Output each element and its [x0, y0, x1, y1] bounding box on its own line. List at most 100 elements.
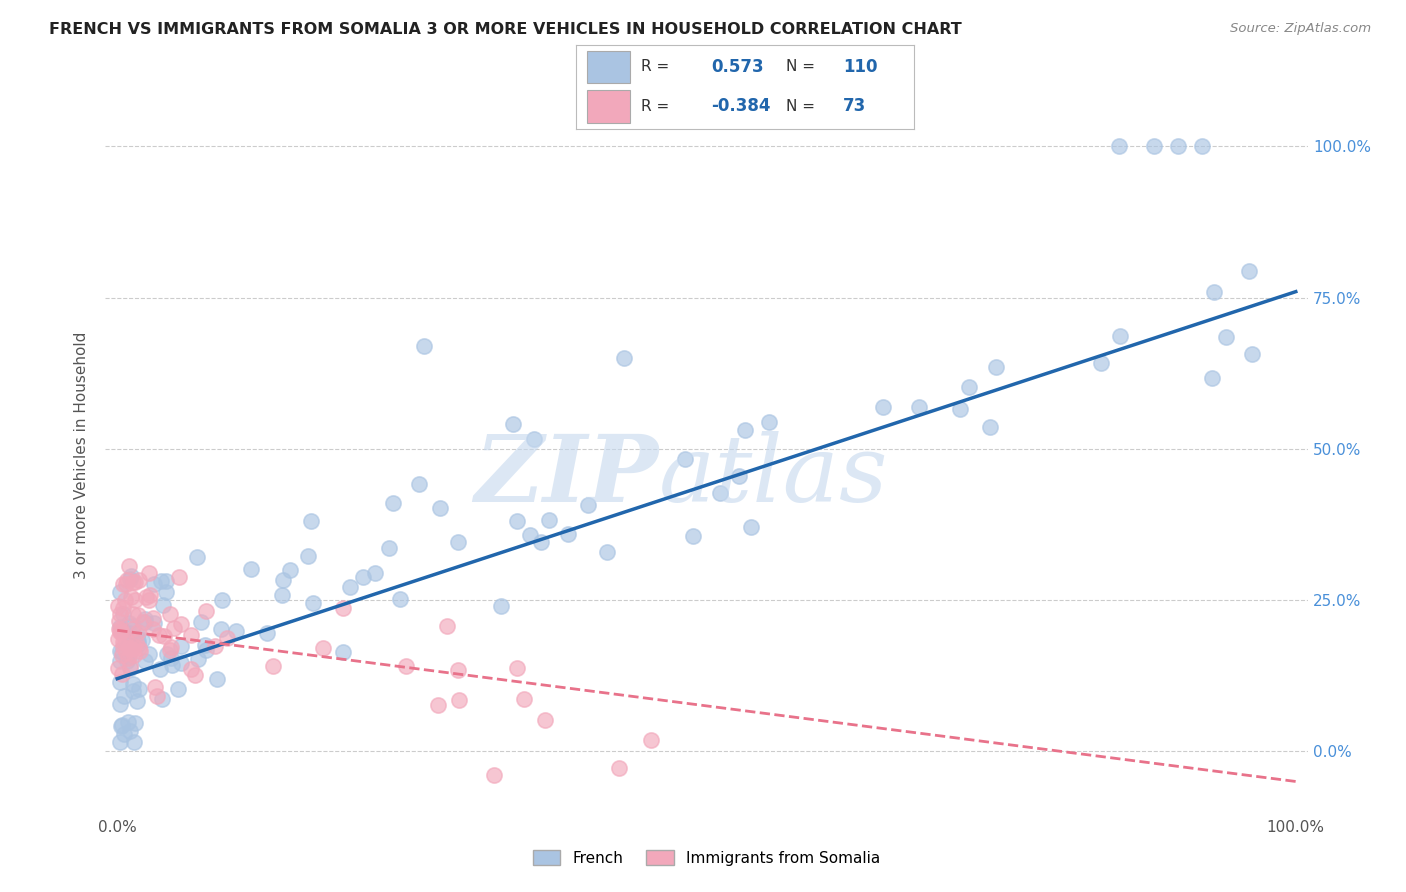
- Point: [412, 339, 434, 353]
- Point: [110, 719, 132, 733]
- Text: N =: N =: [786, 59, 814, 74]
- Point: [107, 661, 129, 675]
- Point: [111, 607, 134, 622]
- Point: [709, 485, 731, 500]
- Point: [155, 574, 177, 588]
- Point: [122, 607, 145, 622]
- Point: [115, 573, 138, 587]
- Text: 110: 110: [844, 58, 877, 76]
- Point: [118, 723, 141, 738]
- Point: [523, 432, 546, 446]
- Point: [117, 714, 139, 729]
- Point: [673, 451, 696, 466]
- Point: [145, 681, 167, 695]
- Point: [142, 577, 165, 591]
- Text: ZIP: ZIP: [474, 432, 658, 521]
- Point: [394, 659, 416, 673]
- Point: [145, 689, 167, 703]
- Point: [110, 623, 132, 637]
- Point: [519, 528, 541, 542]
- Point: [377, 541, 399, 556]
- Point: [187, 652, 209, 666]
- Point: [135, 591, 157, 605]
- Point: [180, 662, 202, 676]
- Point: [132, 615, 155, 629]
- Point: [112, 623, 135, 637]
- Point: [127, 637, 149, 651]
- Point: [127, 633, 149, 648]
- Point: [332, 601, 354, 615]
- Point: [502, 417, 524, 431]
- Point: [204, 639, 226, 653]
- Text: FRENCH VS IMMIGRANTS FROM SOMALIA 3 OR MORE VEHICLES IN HOUSEHOLD CORRELATION CH: FRENCH VS IMMIGRANTS FROM SOMALIA 3 OR M…: [49, 22, 962, 37]
- Point: [1108, 139, 1130, 153]
- Point: [436, 619, 458, 633]
- Point: [120, 658, 142, 673]
- Point: [195, 642, 218, 657]
- Point: [312, 641, 335, 656]
- Point: [108, 614, 131, 628]
- Bar: [586, 90, 630, 122]
- Text: R =: R =: [641, 59, 669, 74]
- Point: [576, 498, 599, 512]
- Point: [138, 566, 160, 580]
- Point: [170, 639, 193, 653]
- Point: [129, 644, 152, 658]
- Point: [872, 400, 894, 414]
- Point: [613, 351, 636, 366]
- Point: [364, 566, 387, 580]
- Point: [484, 768, 506, 782]
- Point: [194, 638, 217, 652]
- Point: [108, 622, 131, 636]
- Point: [124, 735, 146, 749]
- Point: [138, 593, 160, 607]
- Point: [447, 535, 470, 549]
- Point: [180, 628, 202, 642]
- Point: [907, 400, 929, 414]
- Point: [115, 654, 138, 668]
- Point: [217, 631, 239, 645]
- Point: [108, 697, 131, 711]
- Point: [111, 640, 134, 654]
- Point: [163, 621, 186, 635]
- Point: [120, 660, 142, 674]
- Point: [1237, 264, 1260, 278]
- Point: [160, 658, 183, 673]
- Point: [128, 640, 150, 655]
- Point: [280, 563, 302, 577]
- Point: [183, 667, 205, 681]
- Point: [111, 577, 134, 591]
- Point: [209, 622, 232, 636]
- Point: [1143, 139, 1166, 153]
- Point: [124, 574, 146, 589]
- Text: 0.573: 0.573: [711, 58, 763, 76]
- Legend: French, Immigrants from Somalia: French, Immigrants from Somalia: [527, 844, 886, 871]
- Point: [107, 632, 129, 646]
- Point: [108, 607, 131, 621]
- Point: [112, 689, 135, 703]
- Point: [118, 640, 141, 655]
- Point: [138, 647, 160, 661]
- Point: [108, 674, 131, 689]
- Point: [110, 624, 132, 639]
- Text: Source: ZipAtlas.com: Source: ZipAtlas.com: [1230, 22, 1371, 36]
- Point: [155, 585, 177, 599]
- Point: [1090, 356, 1112, 370]
- Point: [156, 647, 179, 661]
- Point: [1109, 329, 1132, 343]
- Point: [352, 570, 374, 584]
- Point: [160, 651, 183, 665]
- Point: [167, 681, 190, 696]
- Point: [134, 615, 156, 629]
- Point: [110, 585, 132, 599]
- Point: [121, 575, 143, 590]
- Point: [159, 643, 181, 657]
- Point: [533, 714, 555, 728]
- Point: [111, 718, 134, 732]
- Point: [120, 572, 142, 586]
- Point: [142, 615, 165, 630]
- Point: [112, 727, 135, 741]
- Point: [429, 500, 451, 515]
- Point: [1201, 370, 1223, 384]
- Point: [332, 645, 354, 659]
